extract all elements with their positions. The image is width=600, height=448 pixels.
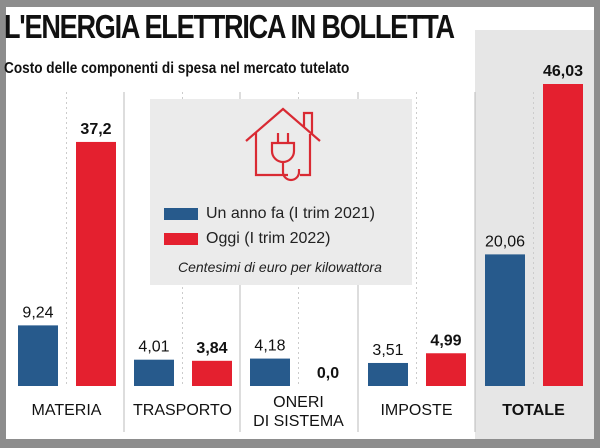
data-label: 0,0 — [317, 365, 339, 382]
bar-2022 — [76, 141, 116, 386]
bar-2021 — [368, 362, 408, 386]
data-label: 3,51 — [372, 342, 403, 359]
legend-item-2021: Un anno fa (I trim 2021) — [164, 205, 375, 223]
data-label: 3,84 — [196, 340, 227, 357]
legend-label: Oggi (I trim 2022) — [206, 230, 331, 247]
legend-swatch-blue — [164, 208, 198, 220]
data-label: 4,01 — [138, 339, 169, 356]
category-label: ONERI — [273, 394, 324, 411]
category-label: MATERIA — [32, 402, 102, 419]
data-label: 37,2 — [80, 121, 111, 138]
data-label: 20,06 — [485, 233, 525, 250]
bar-2021 — [250, 358, 290, 386]
house-plug-icon — [245, 107, 321, 182]
legend-label: Un anno fa (I trim 2021) — [206, 205, 375, 222]
bar-2021 — [18, 325, 58, 386]
legend: Un anno fa (I trim 2021) Oggi (I trim 20… — [150, 99, 412, 285]
bar-2022 — [192, 360, 232, 386]
category-label: TRASPORTO — [133, 402, 232, 419]
category-label: IMPOSTE — [380, 402, 452, 419]
category-label: DI SISTEMA — [253, 413, 344, 430]
chart-title: L'ENERGIA ELETTRICA IN BOLLETTA — [4, 8, 455, 45]
bar-2022 — [543, 84, 583, 386]
bar-2022 — [426, 353, 466, 386]
legend-item-2022: Oggi (I trim 2022) — [164, 230, 330, 248]
data-label: 4,18 — [254, 338, 285, 355]
data-label: 46,03 — [543, 63, 583, 80]
chart-subtitle: Costo delle componenti di spesa nel merc… — [4, 60, 350, 77]
bar-2021 — [134, 359, 174, 386]
data-label: 9,24 — [22, 304, 53, 321]
legend-swatch-red — [164, 233, 198, 245]
data-label: 4,99 — [430, 332, 461, 349]
unit-label: Centesimi di euro per kilowattora — [178, 259, 382, 275]
category-label: TOTALE — [502, 402, 565, 419]
bar-2021 — [485, 254, 525, 386]
